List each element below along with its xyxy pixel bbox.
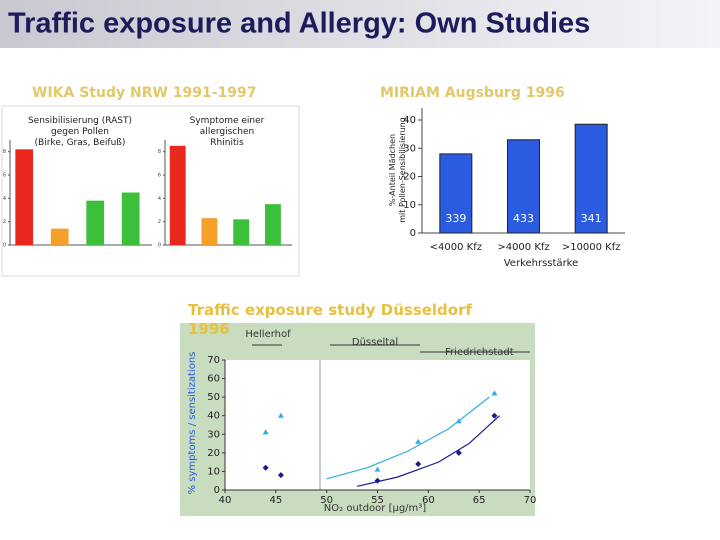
title-bar: [0, 0, 720, 48]
chart-subtitle: Symptome einer allergischen Rhinitis: [190, 116, 265, 148]
bar: [265, 204, 281, 245]
x-tick-label: <4000 Kfz: [430, 242, 482, 253]
chart-title: MIRIAM Augsburg 1996: [380, 85, 565, 101]
slide-title: Traffic exposure and Allergy: Own Studie…: [8, 8, 590, 40]
point: [374, 466, 381, 472]
point: [374, 477, 381, 484]
chart-title: WIKA Study NRW 1991-1997: [32, 85, 257, 101]
y-tick-label: 6: [3, 173, 6, 179]
x-tick-label: 45: [269, 495, 282, 506]
y-tick-label: 6: [158, 173, 161, 179]
y-tick-label: 20: [207, 448, 220, 459]
x-tick-label: 60: [422, 495, 435, 506]
y-axis-label: %-Anteil Mädchenmit Pollen-Sensibilisier…: [388, 117, 407, 222]
y-tick-label: 0: [410, 228, 416, 239]
fit-line: [326, 396, 490, 480]
y-tick-label: 8: [158, 149, 161, 155]
chart-title: Traffic exposure study Düsseldorf 1996: [188, 301, 472, 338]
region-label: Düsseltal: [352, 337, 398, 348]
y-tick-label: 2: [3, 219, 6, 225]
point: [455, 418, 462, 424]
wika-panel: [1, 105, 300, 277]
x-tick-label: 65: [473, 495, 486, 506]
bar: [15, 149, 34, 245]
bar: [201, 218, 218, 245]
point: [455, 449, 462, 456]
point: [262, 464, 269, 471]
bar: [50, 228, 69, 245]
y-tick-label: 50: [207, 392, 220, 403]
x-tick-label: 40: [219, 495, 232, 506]
point: [277, 412, 284, 418]
y-tick-label: 40: [207, 411, 220, 422]
y-tick-label: 10: [207, 466, 220, 477]
y-tick-label: 70: [207, 355, 220, 366]
y-tick-label: 4: [158, 196, 161, 202]
y-tick-label: 0: [158, 243, 161, 249]
y-axis-label: % symptoms / sensitizations: [187, 352, 198, 495]
point: [415, 438, 422, 444]
bar: [507, 139, 540, 234]
bar: [86, 200, 105, 245]
region-label: Hellerhof: [245, 329, 291, 340]
x-tick-label: >4000 Kfz: [497, 242, 549, 253]
x-tick-label: 55: [371, 495, 384, 506]
y-tick-label: 30: [207, 429, 220, 440]
y-tick-label: 30: [403, 143, 416, 154]
y-tick-label: 4: [3, 196, 6, 202]
point: [262, 429, 269, 435]
point: [491, 390, 498, 396]
fit-line: [357, 415, 500, 487]
y-tick-label: 0: [214, 485, 220, 496]
n-label: 341: [581, 212, 602, 225]
x-tick-label: >10000 Kfz: [562, 242, 621, 253]
n-label: 433: [513, 212, 534, 225]
y-tick-label: 60: [207, 374, 220, 385]
y-tick-label: 0: [3, 243, 6, 249]
y-tick-label: 8: [3, 149, 6, 155]
bar: [233, 219, 250, 245]
point: [415, 461, 422, 467]
y-tick-label: 20: [403, 172, 416, 183]
bar: [574, 123, 608, 234]
x-tick-label: 50: [320, 495, 333, 506]
x-tick-label: 70: [524, 495, 537, 506]
bar: [169, 145, 186, 245]
chart-subtitle: Sensibilisierung (RAST) gegen Pollen (Birk…: [28, 116, 132, 148]
bar: [121, 192, 140, 245]
n-label: 339: [445, 212, 466, 225]
y-tick-label: 10: [403, 200, 416, 211]
bar: [439, 153, 473, 234]
y-tick-label: 40: [403, 115, 416, 126]
point: [277, 472, 284, 479]
point: [491, 412, 498, 419]
x-axis-label: NO₂ outdoor [µg/m³]: [324, 503, 427, 514]
y-tick-label: 2: [158, 219, 161, 225]
x-axis-label: Verkehrsstärke: [504, 258, 579, 269]
